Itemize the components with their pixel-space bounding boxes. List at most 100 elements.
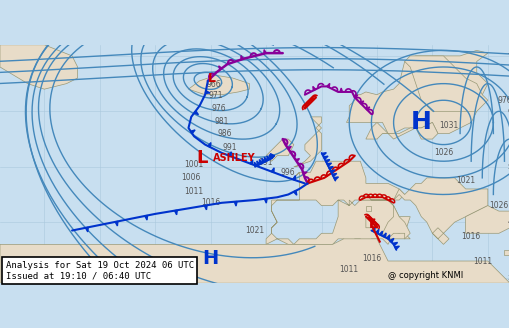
Text: 971: 971 xyxy=(209,91,223,100)
Text: 1001: 1001 xyxy=(184,159,203,169)
Polygon shape xyxy=(325,160,329,163)
Polygon shape xyxy=(375,229,378,234)
Text: 991: 991 xyxy=(259,158,273,167)
Polygon shape xyxy=(393,178,487,244)
Polygon shape xyxy=(271,168,274,173)
Text: H: H xyxy=(202,249,218,268)
Polygon shape xyxy=(404,56,487,111)
Text: Analysis for Sat 19 Oct 2024 06 UTC
Issued at 19:10 / 06:40 UTC: Analysis for Sat 19 Oct 2024 06 UTC Issu… xyxy=(6,261,193,280)
Polygon shape xyxy=(174,210,177,215)
Polygon shape xyxy=(145,215,147,220)
Polygon shape xyxy=(365,206,371,211)
Text: 1011: 1011 xyxy=(339,265,358,274)
Polygon shape xyxy=(382,122,437,139)
Polygon shape xyxy=(353,95,357,98)
Polygon shape xyxy=(340,88,342,92)
Polygon shape xyxy=(360,195,409,239)
Text: 1016: 1016 xyxy=(201,198,220,207)
Polygon shape xyxy=(295,158,299,162)
Polygon shape xyxy=(326,163,331,166)
Polygon shape xyxy=(263,50,266,54)
Text: 981: 981 xyxy=(214,117,229,126)
Text: @ copyright KNMI: @ copyright KNMI xyxy=(387,271,462,280)
Text: 1031: 1031 xyxy=(439,121,458,130)
Polygon shape xyxy=(321,153,326,156)
Text: ASHLEY: ASHLEY xyxy=(213,154,256,163)
Polygon shape xyxy=(264,198,267,203)
Polygon shape xyxy=(312,86,315,91)
Polygon shape xyxy=(207,143,211,147)
Polygon shape xyxy=(365,217,371,228)
Polygon shape xyxy=(503,250,509,256)
Polygon shape xyxy=(204,205,207,210)
Text: 1016: 1016 xyxy=(461,232,480,240)
Text: 40N: 40N xyxy=(506,219,509,225)
Text: 1006: 1006 xyxy=(181,174,201,182)
Polygon shape xyxy=(392,242,397,246)
Polygon shape xyxy=(330,170,334,173)
Polygon shape xyxy=(257,161,260,166)
Text: 60N: 60N xyxy=(506,108,509,114)
Polygon shape xyxy=(205,91,210,93)
Text: 1021: 1021 xyxy=(455,176,474,185)
Polygon shape xyxy=(302,172,306,174)
Polygon shape xyxy=(333,177,338,180)
Polygon shape xyxy=(261,158,265,163)
Polygon shape xyxy=(0,239,509,283)
Polygon shape xyxy=(386,235,389,239)
Polygon shape xyxy=(190,130,195,133)
Text: L: L xyxy=(208,72,215,85)
Text: 1016: 1016 xyxy=(361,254,380,263)
Polygon shape xyxy=(228,152,231,156)
Polygon shape xyxy=(194,111,198,115)
Text: 966: 966 xyxy=(206,80,220,89)
Polygon shape xyxy=(323,156,327,159)
Polygon shape xyxy=(86,227,88,232)
Polygon shape xyxy=(359,101,363,105)
Polygon shape xyxy=(264,157,267,162)
Polygon shape xyxy=(266,139,293,161)
Polygon shape xyxy=(293,117,321,167)
Polygon shape xyxy=(331,174,336,177)
Text: 986: 986 xyxy=(217,129,231,138)
Polygon shape xyxy=(249,160,252,164)
Polygon shape xyxy=(270,154,274,158)
Text: 1011: 1011 xyxy=(472,256,491,265)
Text: 50N: 50N xyxy=(506,164,509,170)
Polygon shape xyxy=(371,227,375,232)
Text: 1026: 1026 xyxy=(488,201,507,210)
Polygon shape xyxy=(240,55,243,60)
Polygon shape xyxy=(389,238,393,242)
Text: 976: 976 xyxy=(211,104,226,113)
Polygon shape xyxy=(254,162,257,167)
Polygon shape xyxy=(292,175,295,180)
Polygon shape xyxy=(234,201,237,206)
Polygon shape xyxy=(287,146,291,150)
Polygon shape xyxy=(259,160,262,164)
Text: H: H xyxy=(410,111,431,134)
Text: 30N: 30N xyxy=(506,275,509,281)
Text: 1026: 1026 xyxy=(433,148,452,157)
Polygon shape xyxy=(394,246,399,249)
Polygon shape xyxy=(269,154,272,159)
Polygon shape xyxy=(328,167,332,170)
Text: 991: 991 xyxy=(222,143,237,152)
Polygon shape xyxy=(266,161,409,244)
Polygon shape xyxy=(218,66,221,70)
Polygon shape xyxy=(382,233,385,237)
Polygon shape xyxy=(326,83,329,88)
Polygon shape xyxy=(365,107,369,111)
Text: L: L xyxy=(196,150,208,168)
Text: L: L xyxy=(368,218,376,232)
Text: 70N: 70N xyxy=(506,53,509,59)
Polygon shape xyxy=(379,231,382,236)
Polygon shape xyxy=(115,221,118,226)
Polygon shape xyxy=(188,75,249,95)
Polygon shape xyxy=(0,45,77,89)
Text: 996: 996 xyxy=(280,168,295,177)
Polygon shape xyxy=(465,206,509,233)
Text: 976: 976 xyxy=(496,96,509,105)
Polygon shape xyxy=(365,122,387,139)
Text: 1011: 1011 xyxy=(184,187,203,196)
Polygon shape xyxy=(293,191,296,195)
